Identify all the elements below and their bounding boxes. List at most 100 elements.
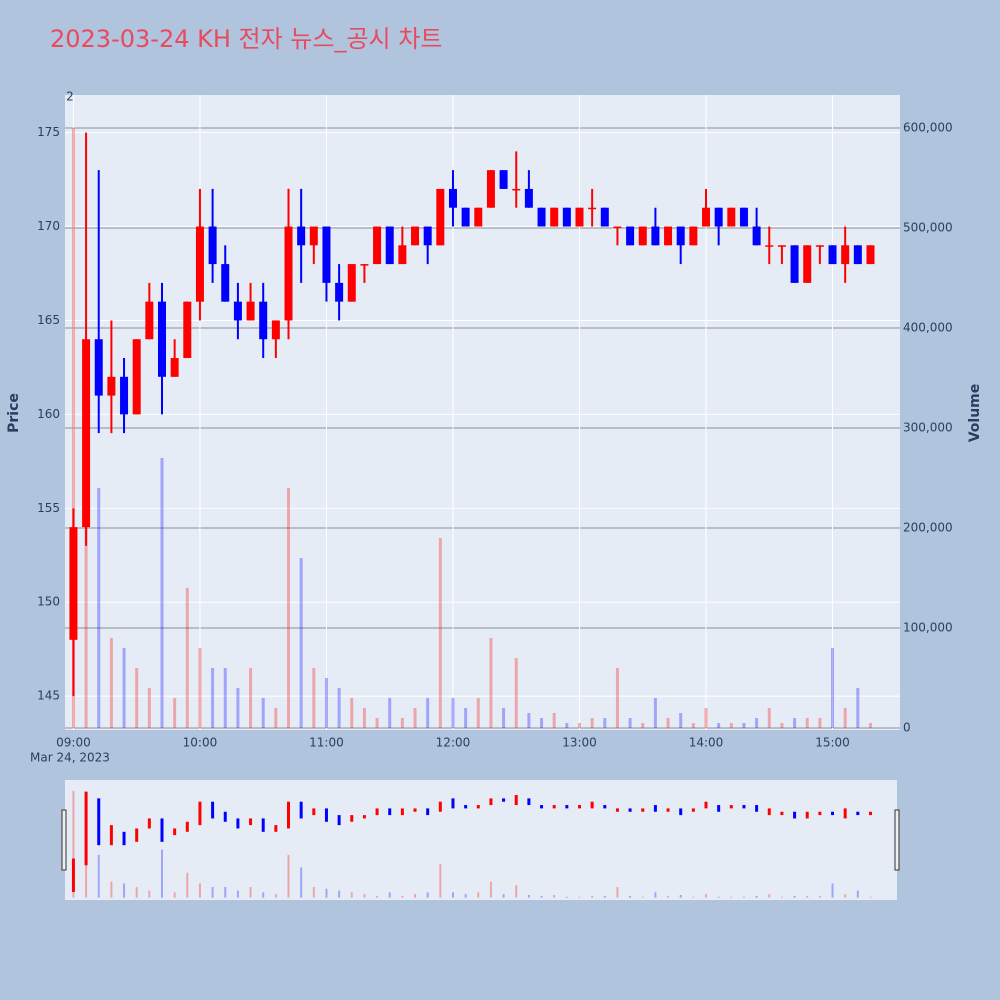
slider-volume-bar — [755, 895, 758, 898]
volume-bar — [502, 708, 506, 728]
candle-body — [575, 207, 584, 227]
slider-volume-bar — [123, 883, 126, 898]
candle-body — [499, 170, 508, 189]
volume-bar — [173, 698, 177, 728]
slider-volume-bar — [540, 895, 543, 898]
slider-volume-bar — [287, 854, 290, 898]
slider-volume-bar — [186, 872, 189, 898]
slider-volume-bar — [578, 896, 581, 898]
candle-body — [524, 188, 533, 208]
slider-volume-bar — [515, 885, 518, 898]
slider-volume-bar — [869, 896, 872, 898]
y-tick-label: 160 — [37, 407, 60, 421]
candle-body — [69, 527, 78, 640]
volume-bar — [489, 638, 493, 728]
volume-bar — [552, 713, 556, 728]
candle-body — [309, 226, 318, 246]
volume-bar — [679, 713, 683, 728]
candle-body — [626, 226, 635, 246]
candle-body — [170, 358, 179, 377]
volume-bar — [577, 723, 581, 728]
candle-body — [360, 264, 369, 266]
candle-body — [233, 301, 242, 321]
candle-body — [638, 226, 647, 246]
volume-bar — [767, 708, 771, 728]
volume-bar — [831, 648, 835, 728]
volume-bar — [641, 723, 645, 728]
slider-volume-bar — [679, 894, 682, 898]
y2-tick-label: 300,000 — [903, 421, 953, 435]
slider-handle-right[interactable] — [894, 809, 900, 871]
y2-tick-label: 200,000 — [903, 521, 953, 535]
candle-body — [157, 301, 166, 377]
slider-handle-left[interactable] — [61, 809, 67, 871]
volume-bar — [362, 708, 366, 728]
slider-volume-bar — [742, 896, 745, 898]
slider-volume-bar — [236, 890, 239, 898]
y2-tick-label: 400,000 — [903, 321, 953, 335]
volume-bar — [84, 458, 88, 728]
slider-volume-bar — [451, 892, 454, 898]
slider-volume-bar — [616, 886, 619, 898]
volume-bar — [261, 698, 265, 728]
slider-volume-bar — [198, 883, 201, 898]
candle-body — [702, 207, 711, 227]
candle-body — [664, 226, 673, 246]
candle-body — [398, 245, 407, 265]
volume-bar — [540, 718, 544, 728]
slider-volume-bar — [844, 894, 847, 898]
candle-body — [448, 188, 457, 208]
slider-volume-bar — [363, 894, 366, 898]
volume-bar — [615, 668, 619, 728]
volume-bar — [236, 688, 240, 728]
candle-body — [752, 226, 761, 246]
volume-bar — [274, 708, 278, 728]
candle-body — [82, 339, 91, 528]
slider-volume-bar — [401, 895, 404, 898]
slider-volume-bar — [527, 894, 530, 898]
candle-body — [221, 264, 230, 302]
volume-bar — [590, 718, 594, 728]
candle-body — [208, 226, 217, 265]
slider-volume-bar — [831, 883, 834, 898]
volume-bar — [666, 718, 670, 728]
candle-body — [373, 226, 382, 265]
candle-body — [651, 226, 660, 246]
candle-body — [676, 226, 685, 246]
candle-body — [297, 226, 306, 246]
candle-body — [765, 245, 774, 247]
candle-body — [588, 207, 597, 210]
slider-volume-bar — [426, 892, 429, 898]
candle-body — [727, 207, 736, 227]
slider-volume-bar — [654, 892, 657, 898]
y-axis-title: Price — [6, 393, 22, 433]
candle-body — [461, 207, 470, 227]
volume-bar — [729, 723, 733, 728]
candle-body — [284, 226, 293, 321]
slider-volume-bar — [135, 886, 138, 898]
range-slider[interactable] — [65, 780, 897, 900]
candle-body — [385, 226, 394, 265]
candle-body — [613, 226, 622, 229]
candle-body — [335, 282, 344, 302]
candle-body — [145, 301, 154, 340]
volume-bar — [135, 668, 139, 728]
volume-bar — [704, 708, 708, 728]
candle-body — [600, 207, 609, 227]
x-tick-label: 12:00 — [436, 736, 471, 750]
slider-volume-bar — [376, 895, 379, 898]
x-tick-label: 15:00 — [815, 736, 850, 750]
volume-bar — [324, 678, 328, 728]
volume-bar — [653, 698, 657, 728]
x-tick-label: 14:00 — [689, 736, 724, 750]
slider-volume-bar — [641, 896, 644, 898]
volume-bar — [868, 723, 872, 728]
candle-body — [474, 207, 483, 227]
candle-body — [841, 245, 850, 265]
volume-bar — [388, 698, 392, 728]
volume-bar — [211, 668, 215, 728]
y2-tick-label: 500,000 — [903, 221, 953, 235]
slider-volume-bar — [350, 892, 353, 898]
slider-volume-bar — [565, 896, 568, 898]
